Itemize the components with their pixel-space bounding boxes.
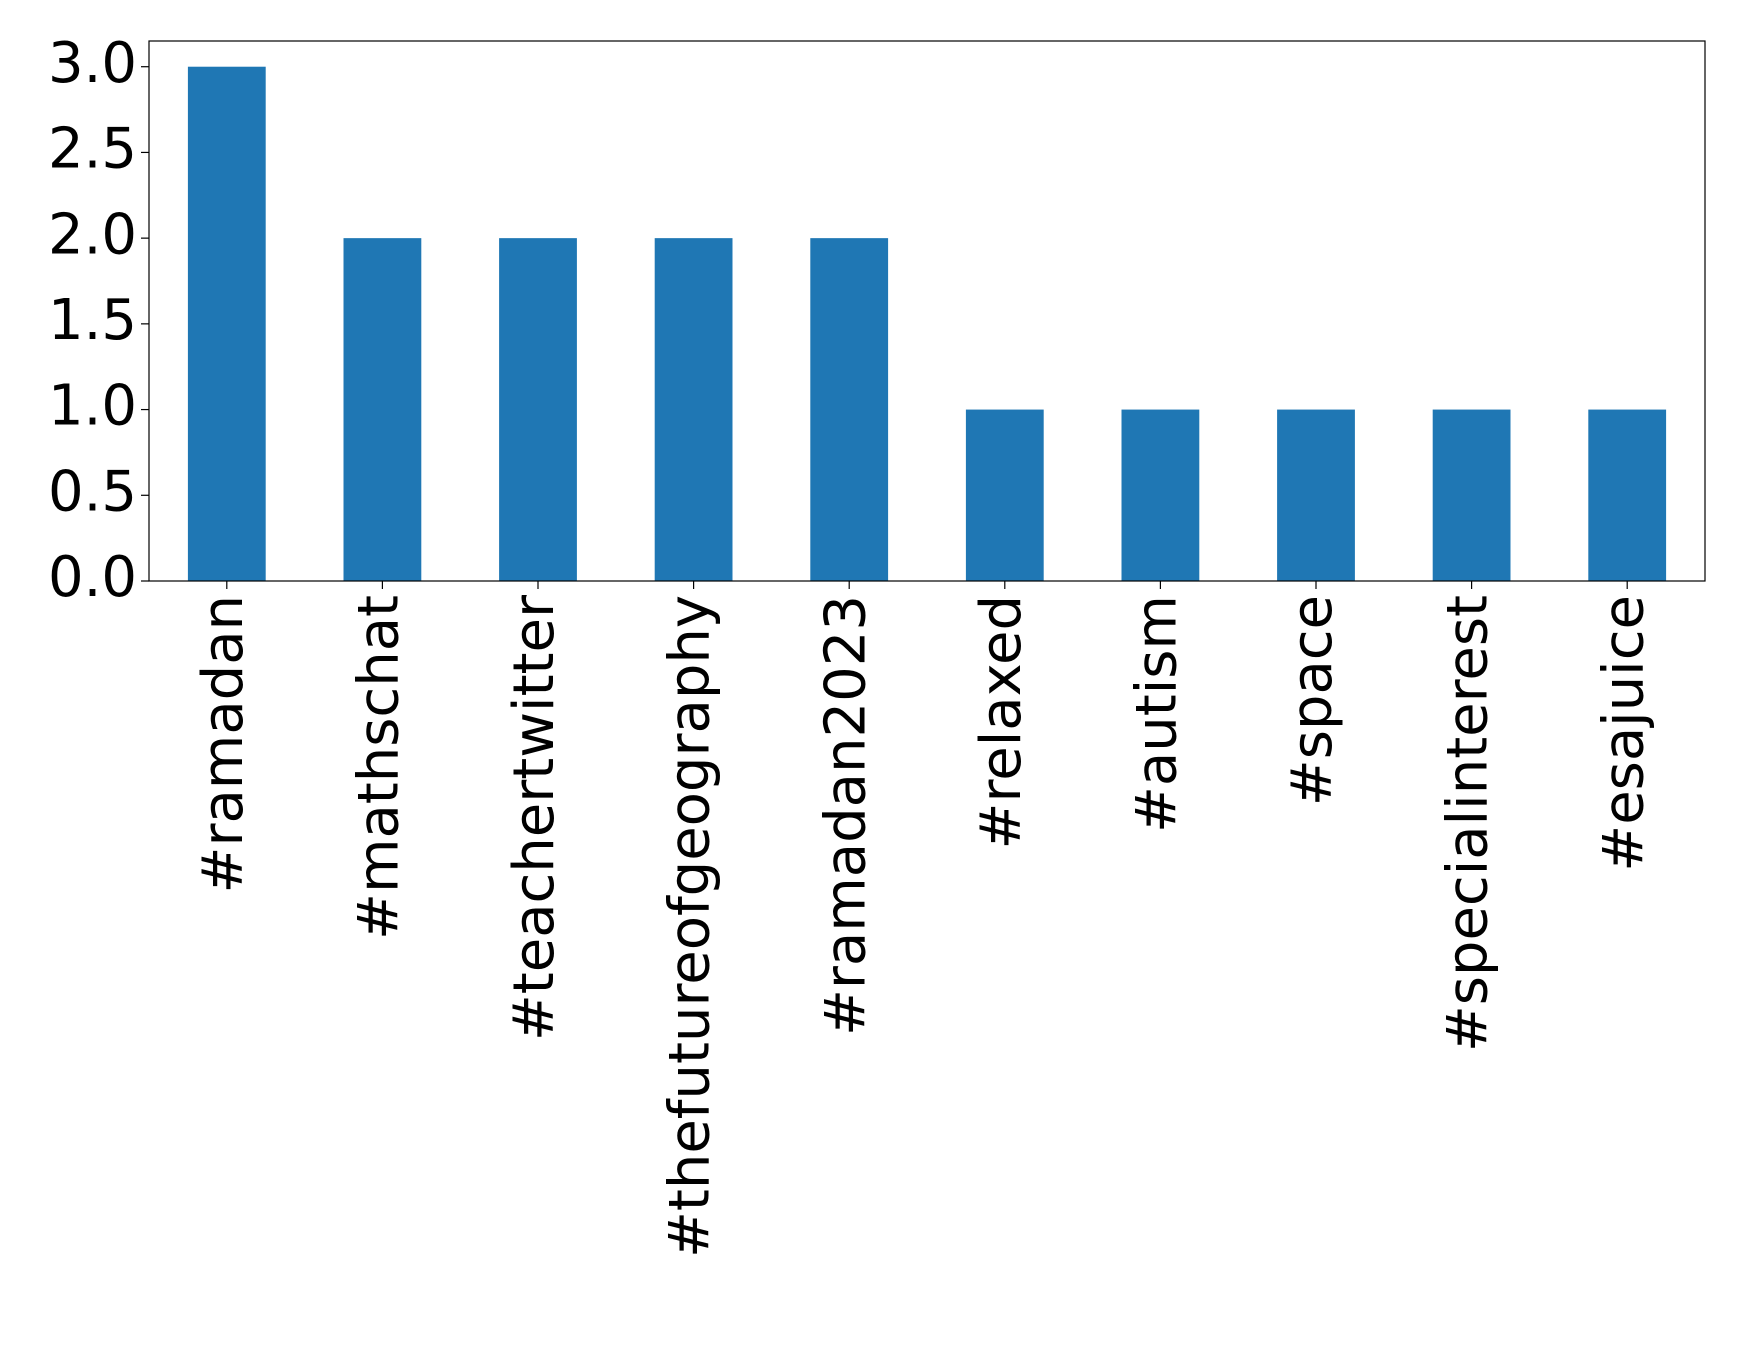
y-tick-label: 0.0 [48,545,137,610]
bar [343,238,422,581]
y-tick-label: 3.0 [48,31,137,96]
y-tick-label: 1.0 [48,374,137,439]
x-tick-label: #relaxed [969,595,1034,849]
bar [1277,409,1355,581]
x-tick-label: #ramadan [191,595,256,893]
bar [654,238,733,581]
x-tick-label: #ramadan2023 [813,595,878,1036]
bar [1588,409,1667,581]
bar [187,66,266,581]
bar [810,238,889,581]
y-tick-label: 2.0 [48,202,137,267]
y-tick-label: 0.5 [48,459,137,524]
plot-frame [148,40,1706,582]
x-tick-label: #autism [1125,595,1190,833]
bar [1121,409,1200,581]
y-tick-label: 2.5 [48,117,137,182]
x-tick-label: #specialinterest [1436,595,1501,1052]
x-tick-label: #teachertwitter [502,594,567,1041]
y-tick-label: 1.5 [48,288,137,353]
x-tick-label: #space [1280,595,1345,806]
bar [965,409,1044,581]
x-tick-label: #thefutureofgeography [658,595,723,1258]
x-tick-label: #esajuice [1591,595,1656,872]
x-tick-label: #mathschat [347,595,412,940]
bar [499,238,577,581]
bar [1432,409,1511,581]
